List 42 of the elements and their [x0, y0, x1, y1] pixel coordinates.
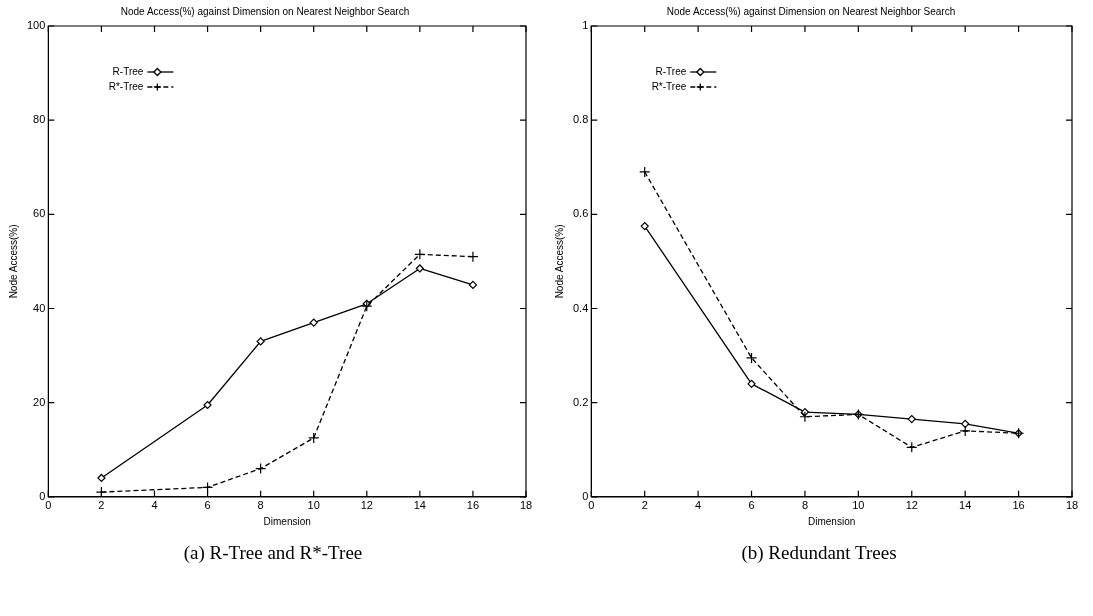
- y-tick-label: 40: [33, 301, 46, 314]
- legend-label: R*-Tree: [108, 80, 144, 92]
- y-tick-label: 0: [582, 489, 589, 502]
- y-tick-label: 0: [39, 489, 46, 502]
- chart-title: Node Access(%) against Dimension on Nearest Neighbor Search: [120, 5, 410, 17]
- text: (a) R-Tree and R*-Tree: [182, 542, 364, 564]
- x-tick-label: 4: [151, 499, 158, 512]
- chart-title: Node Access(%) against Dimension on Nearest Neighbor Search: [666, 5, 956, 17]
- x-tick-label: 2: [98, 499, 105, 512]
- x-axis-title: Dimension: [263, 515, 311, 527]
- x-tick-label: 12: [905, 499, 918, 512]
- x-tick-label: 6: [748, 499, 755, 512]
- x-tick-label: 10: [852, 499, 865, 512]
- x-axis-title: Dimension: [808, 515, 856, 527]
- y-tick-label: 20: [33, 395, 46, 408]
- x-tick-label: 16: [466, 499, 480, 512]
- x-tick-label: 18: [1065, 499, 1079, 512]
- y-tick-label: 80: [33, 113, 46, 126]
- y-axis-title: Node Access(%): [553, 224, 565, 299]
- y-tick-label: 60: [33, 207, 46, 220]
- x-tick-label: 2: [641, 499, 648, 512]
- legend-label: R-Tree: [655, 65, 687, 77]
- x-tick-label: 8: [257, 499, 264, 512]
- x-tick-label: 4: [695, 499, 702, 512]
- y-tick-label: 0.6: [572, 207, 589, 220]
- legend-label: R-Tree: [112, 65, 144, 77]
- x-tick-label: 10: [307, 499, 320, 512]
- legend-label: R*-Tree: [651, 80, 687, 92]
- x-tick-label: 12: [360, 499, 373, 512]
- x-tick-label: 14: [959, 499, 972, 512]
- x-tick-label: 16: [1012, 499, 1025, 512]
- text: (b) Redundant Trees: [740, 542, 898, 564]
- x-tick-label: 18: [519, 499, 533, 512]
- y-tick-label: 0.4: [572, 301, 589, 314]
- y-tick-label: 0.8: [572, 113, 589, 126]
- x-tick-label: 14: [413, 499, 426, 512]
- x-tick-label: 8: [801, 499, 808, 512]
- y-tick-label: 1: [582, 19, 589, 32]
- y-tick-label: 100: [26, 19, 46, 32]
- y-axis-title: Node Access(%): [7, 224, 19, 299]
- y-tick-label: 0.2: [572, 395, 589, 408]
- x-tick-label: 6: [204, 499, 211, 512]
